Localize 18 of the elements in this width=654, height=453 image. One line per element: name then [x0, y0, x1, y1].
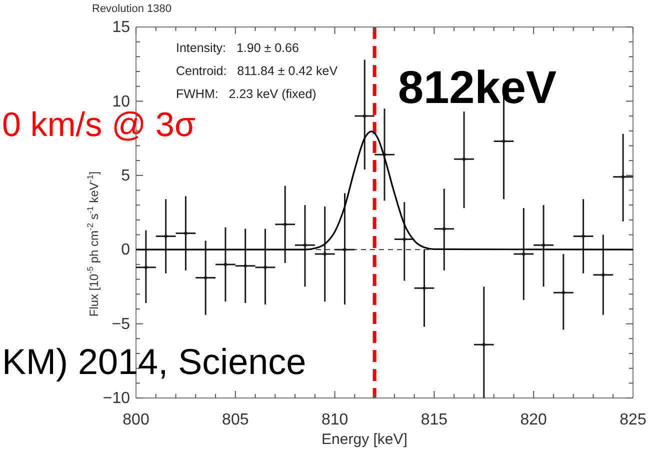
x-tick-label: 805 — [222, 412, 249, 429]
chart-title: Revolution 1380 — [92, 3, 172, 15]
y-tick-label: 15 — [112, 19, 130, 36]
x-axis-title: Energy [keV] — [322, 431, 408, 448]
x-tick-label: 800 — [122, 412, 150, 429]
x-tick-label: 815 — [420, 412, 448, 429]
y-tick-label: −10 — [102, 390, 130, 408]
x-tick-label: 820 — [520, 412, 548, 429]
y-tick-label: 0 — [121, 242, 130, 259]
annotation: 812keV — [398, 61, 557, 113]
y-tick-label: 5 — [121, 168, 130, 185]
x-tick-label: 810 — [321, 412, 348, 429]
annotation: KM) 2014, Science — [2, 341, 306, 382]
y-tick-label: −5 — [112, 316, 130, 333]
annotation: Centroid: 811.84 ± 0.42 keV — [176, 64, 338, 78]
annotation: FWHM: 2.23 keV (fixed) — [176, 87, 316, 101]
annotation: Intensity: 1.90 ± 0.66 — [176, 41, 299, 55]
x-tick-label: 825 — [620, 412, 646, 429]
